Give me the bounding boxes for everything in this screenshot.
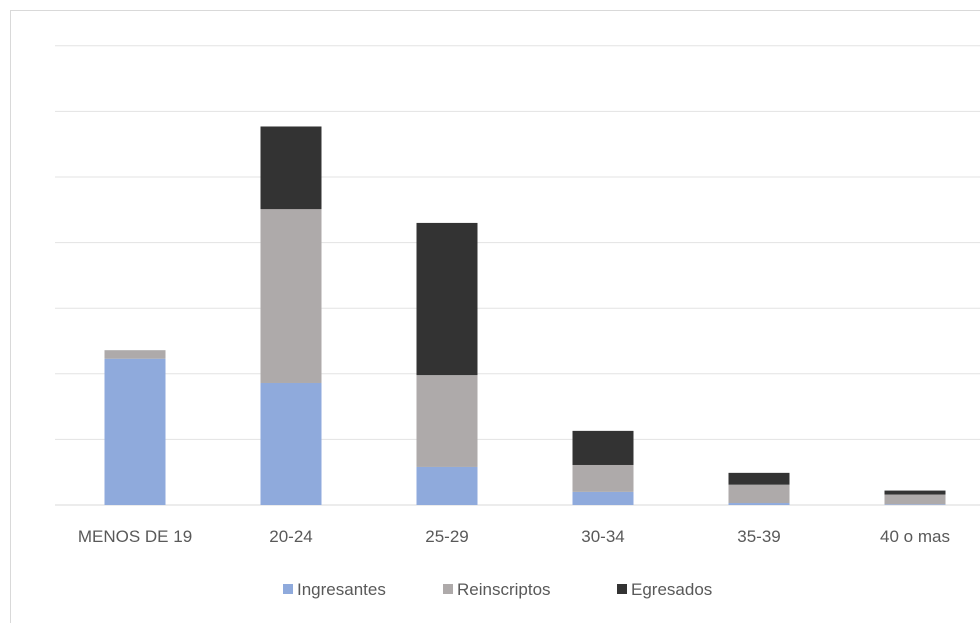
legend-label-reinscriptos: Reinscriptos [457, 580, 551, 599]
x-tick-label: 20-24 [269, 527, 312, 546]
bar-segment-ingresantes [572, 491, 634, 505]
legend-label-ingresantes: Ingresantes [297, 580, 386, 599]
bar-segment-ingresantes [104, 358, 166, 505]
x-tick-label: MENOS DE 19 [78, 527, 192, 546]
legend-swatch-ingresantes [283, 584, 293, 594]
x-axis-tick-labels: MENOS DE 19 20-24 25-29 30-34 35-39 40 o mas [78, 527, 950, 546]
x-tick-label: 40 o mas [880, 527, 950, 546]
bar-segment-egresados [572, 430, 634, 465]
bar-segment-egresados [884, 490, 946, 495]
bar-segment-ingresantes [260, 382, 322, 505]
x-tick-label: 25-29 [425, 527, 468, 546]
x-tick-label: 30-34 [581, 527, 624, 546]
legend-swatch-reinscriptos [443, 584, 453, 594]
legend-label-egresados: Egresados [631, 580, 712, 599]
x-tick-label: 35-39 [737, 527, 780, 546]
legend: Ingresantes Reinscriptos Egresados [283, 580, 712, 599]
gridlines [55, 45, 980, 440]
legend-swatch-egresados [617, 584, 627, 594]
bars [104, 126, 946, 505]
bar-segment-ingresantes [884, 504, 946, 505]
bar-segment-reinscriptos [572, 464, 634, 492]
bar-segment-reinscriptos [260, 209, 322, 383]
bar-segment-ingresantes [728, 503, 790, 505]
bar-segment-egresados [260, 126, 322, 210]
bar-segment-reinscriptos [728, 484, 790, 504]
bar-segment-reinscriptos [104, 350, 166, 359]
bar-segment-egresados [728, 472, 790, 485]
bar-segment-egresados [416, 222, 478, 376]
chart-frame: MENOS DE 19 20-24 25-29 30-34 35-39 40 o mas … [10, 10, 980, 623]
stacked-bar-chart: MENOS DE 19 20-24 25-29 30-34 35-39 40 o mas … [55, 45, 980, 599]
bar-segment-reinscriptos [884, 494, 946, 505]
bar-segment-ingresantes [416, 466, 478, 505]
bar-segment-reinscriptos [416, 375, 478, 467]
